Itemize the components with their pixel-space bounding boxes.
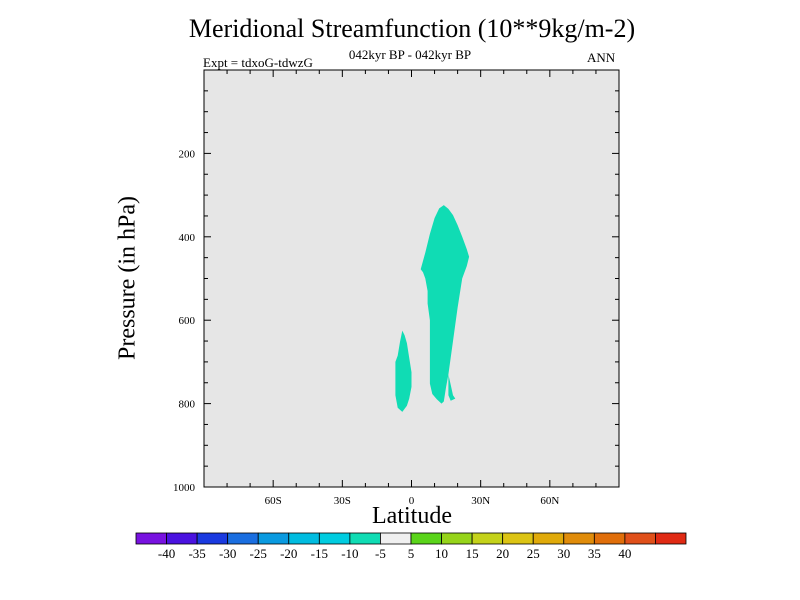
- colorbar-swatch: [502, 532, 534, 545]
- colorbar-swatch: [532, 532, 565, 545]
- colorbar-label: -30: [219, 546, 236, 561]
- colorbar-label: 10: [435, 546, 448, 561]
- colorbar-swatch: [257, 532, 290, 545]
- colorbar-label: -15: [311, 546, 328, 561]
- colorbar-label: -5: [375, 546, 386, 561]
- y-tick-label: 800: [179, 399, 196, 411]
- y-tick-label: 1000: [173, 482, 196, 494]
- colorbar-swatch: [410, 532, 442, 545]
- colorbar-swatch: [196, 532, 229, 545]
- colorbar-swatch: [593, 532, 626, 545]
- colorbar-swatch: [471, 532, 504, 545]
- x-tick-label: 60N: [540, 495, 559, 507]
- colorbar-swatch: [624, 532, 656, 545]
- colorbar-swatch: [349, 532, 381, 545]
- x-axis-label: Latitude: [372, 503, 452, 529]
- colorbar-label: -20: [280, 546, 297, 561]
- colorbar-label: 40: [618, 546, 631, 561]
- experiment-label: Expt = tdxoG-tdwzG: [203, 55, 313, 70]
- x-tick-label: 0: [409, 495, 415, 507]
- x-tick-label: 30S: [334, 495, 351, 507]
- colorbar-swatch: [441, 532, 473, 545]
- x-tick-label: 60S: [265, 495, 282, 507]
- colorbar-label: -10: [341, 546, 358, 561]
- colorbar-label: 30: [557, 546, 570, 561]
- contour-right-sliver: [448, 374, 456, 401]
- colorbar-label: 35: [588, 546, 601, 561]
- chart-title: Meridional Streamfunction (10**9kg/m-2): [188, 14, 636, 43]
- colorbar-swatch: [318, 532, 351, 545]
- colorbar-label: 20: [496, 546, 509, 561]
- colorbar-label: -35: [188, 546, 205, 561]
- colorbar-label: -40: [158, 546, 175, 561]
- colorbar-swatch: [227, 532, 259, 545]
- season-label: ANN: [587, 50, 616, 65]
- y-tick-label: 200: [179, 148, 196, 160]
- colorbar-label: 15: [466, 546, 479, 561]
- colorbar-swatch: [288, 532, 320, 545]
- y-tick-label: 400: [179, 232, 196, 244]
- colorbar-swatch: [166, 532, 198, 545]
- plot-area: [204, 70, 619, 487]
- colorbar-swatch: [563, 532, 595, 545]
- colorbar-swatch: [135, 532, 167, 545]
- colorbar-swatch: [380, 532, 412, 545]
- x-tick-label: 30N: [471, 495, 490, 507]
- chart-subtitle: 042kyr BP - 042kyr BP: [348, 47, 472, 62]
- colorbar-label: 25: [527, 546, 540, 561]
- y-tick-label: 600: [179, 315, 196, 327]
- colorbar-label: -25: [250, 546, 267, 561]
- contour-left-cell: [395, 330, 412, 412]
- colorbar-label: 5: [408, 546, 415, 561]
- colorbar-swatch: [655, 532, 687, 545]
- contour-main-cell: [420, 205, 470, 404]
